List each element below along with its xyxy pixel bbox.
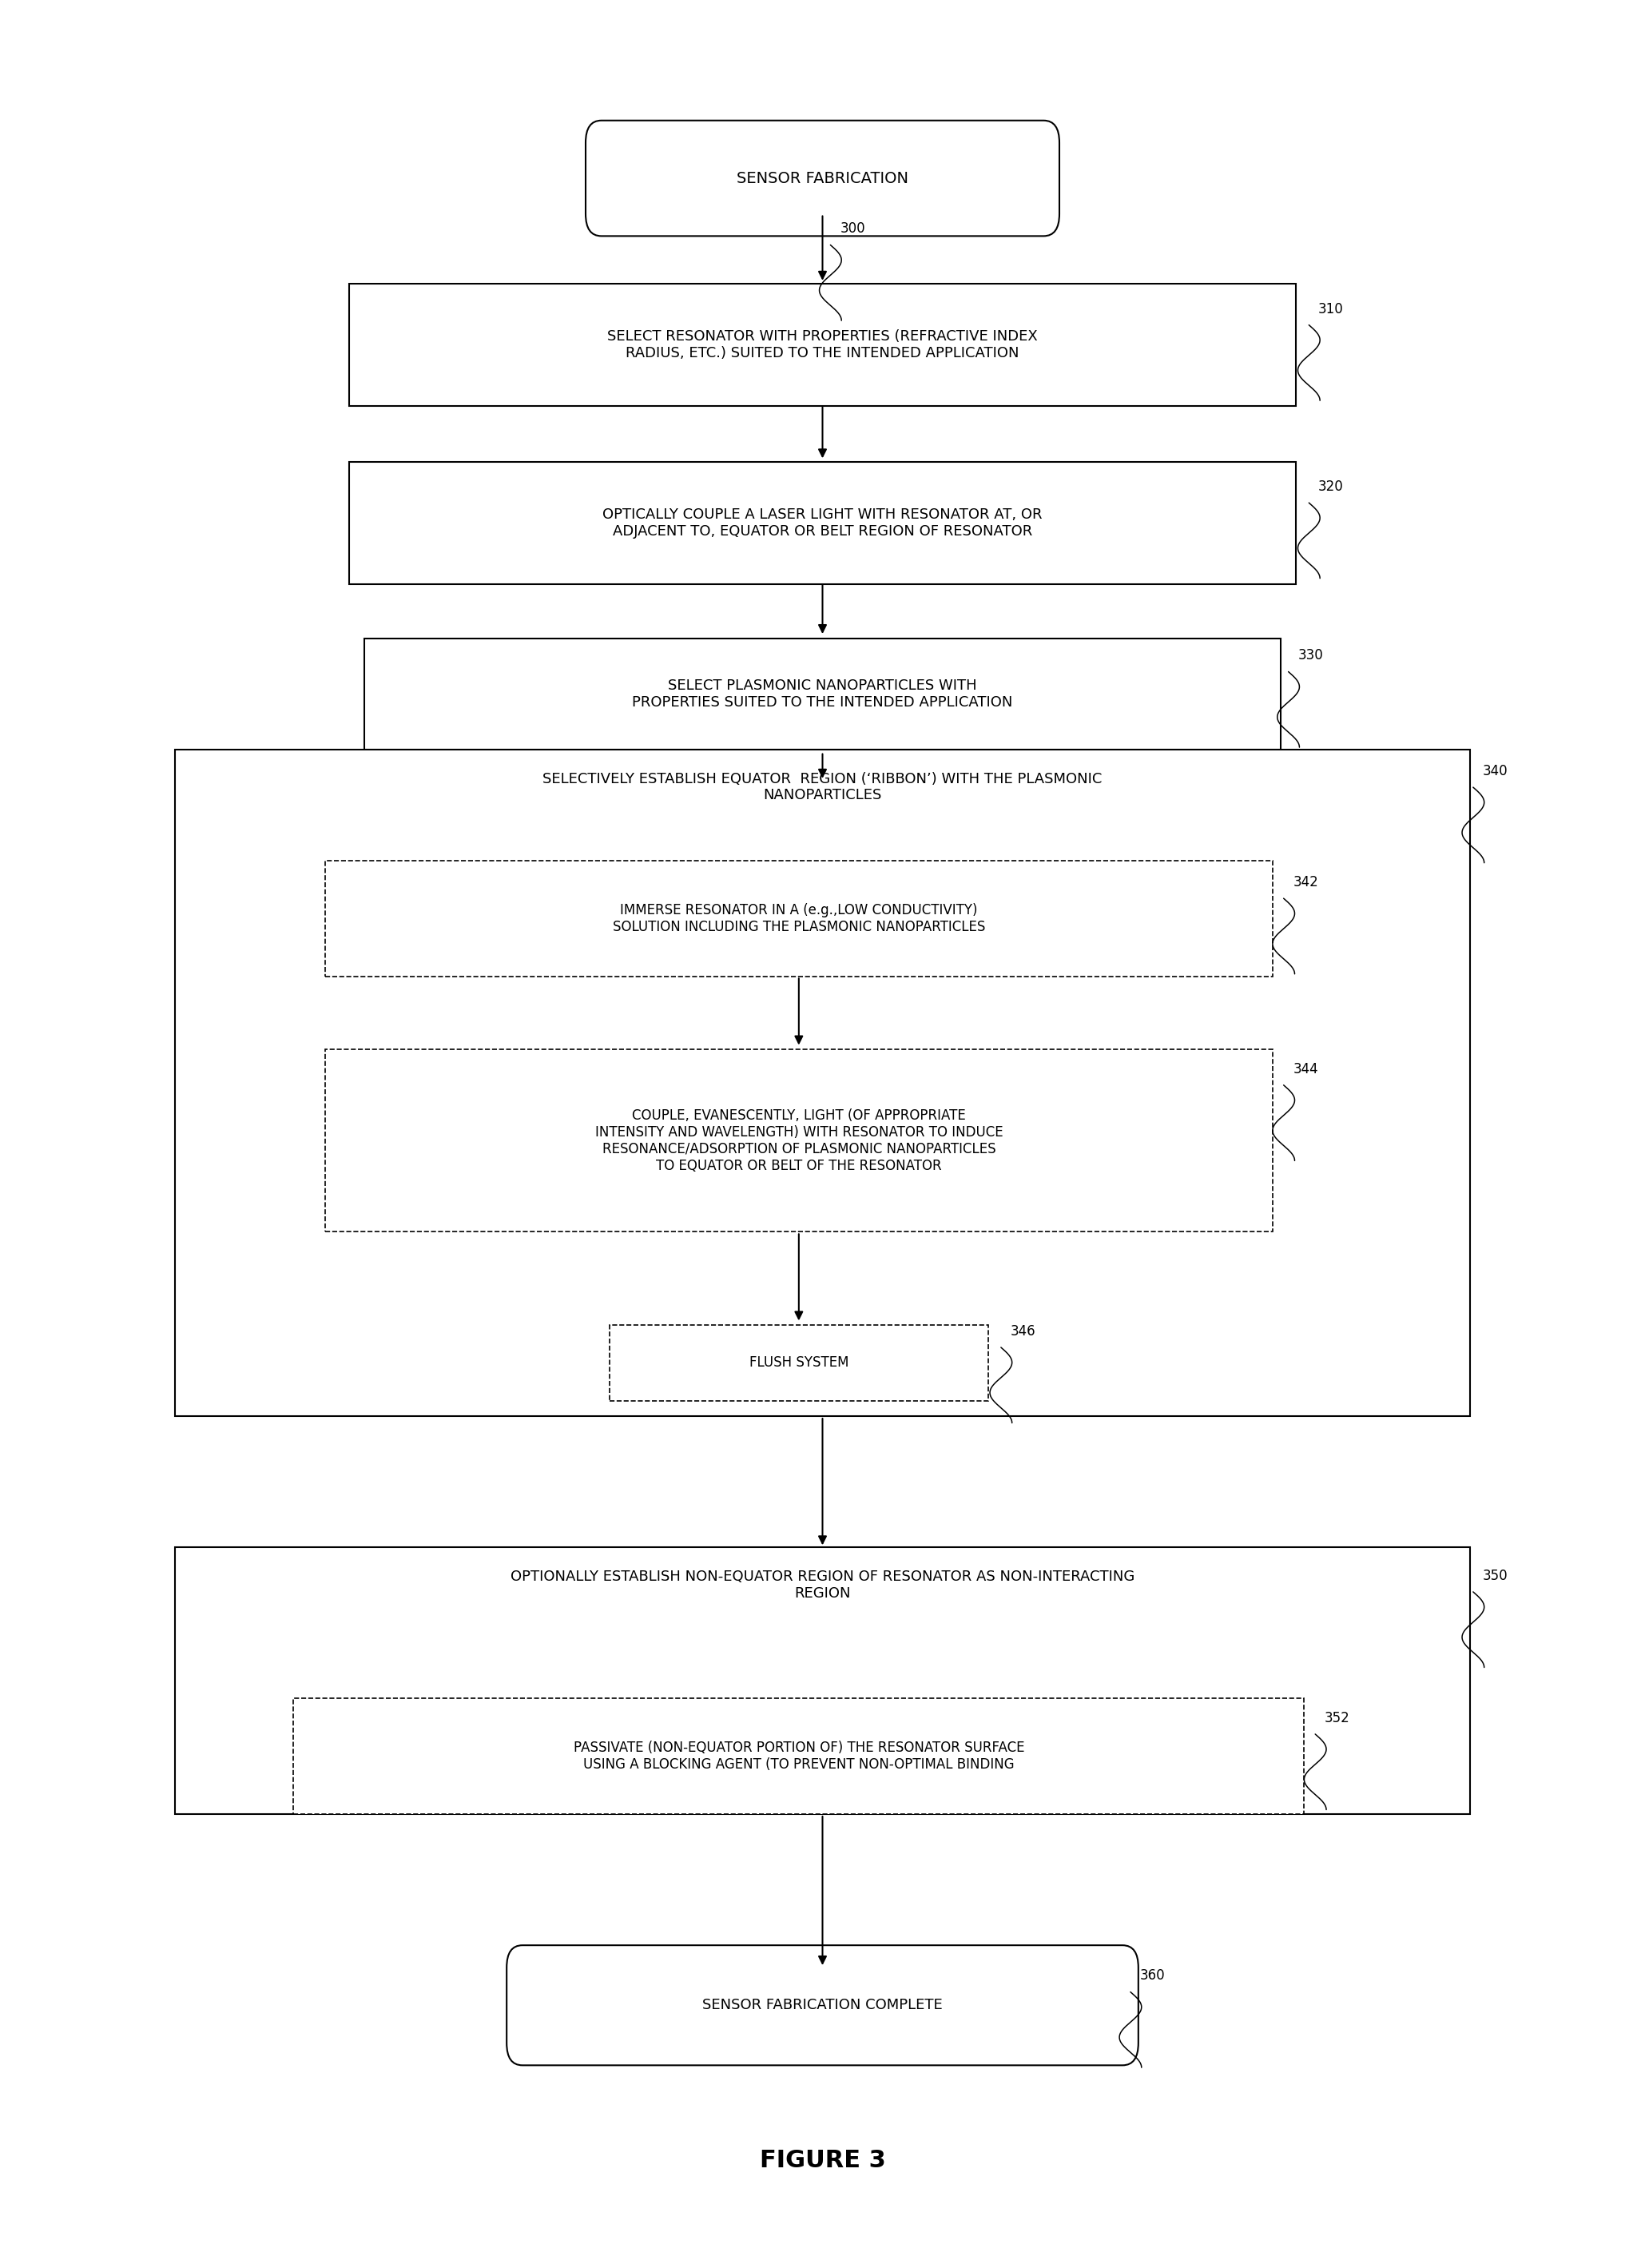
Bar: [293, 1699, 1304, 1814]
Bar: [609, 1325, 989, 1402]
Text: 320: 320: [1318, 479, 1344, 494]
Text: 360: 360: [1140, 1969, 1165, 1982]
Text: 352: 352: [1324, 1710, 1351, 1726]
Text: PASSIVATE (NON-EQUATOR PORTION OF) THE RESONATOR SURFACE
USING A BLOCKING AGENT : PASSIVATE (NON-EQUATOR PORTION OF) THE R…: [574, 1742, 1025, 1771]
FancyBboxPatch shape: [507, 1946, 1138, 2066]
Text: 342: 342: [1293, 875, 1319, 889]
Text: SENSOR FABRICATION: SENSOR FABRICATION: [737, 170, 908, 186]
Text: 310: 310: [1318, 302, 1344, 315]
Bar: [326, 860, 1273, 975]
Text: 350: 350: [1482, 1569, 1508, 1583]
FancyBboxPatch shape: [586, 120, 1059, 236]
Text: SELECT RESONATOR WITH PROPERTIES (REFRACTIVE INDEX
RADIUS, ETC.) SUITED TO THE I: SELECT RESONATOR WITH PROPERTIES (REFRAC…: [607, 329, 1038, 361]
Text: 300: 300: [841, 222, 865, 236]
Text: IMMERSE RESONATOR IN A (e.g.,LOW CONDUCTIVITY)
SOLUTION INCLUDING THE PLASMONIC : IMMERSE RESONATOR IN A (e.g.,LOW CONDUCT…: [612, 903, 985, 934]
Text: 340: 340: [1482, 764, 1508, 778]
Text: FIGURE 3: FIGURE 3: [760, 2150, 885, 2173]
Bar: [174, 748, 1471, 1415]
Text: OPTICALLY COUPLE A LASER LIGHT WITH RESONATOR AT, OR
ADJACENT TO, EQUATOR OR BEL: OPTICALLY COUPLE A LASER LIGHT WITH RESO…: [602, 508, 1043, 538]
Bar: [349, 284, 1296, 406]
Text: COUPLE, EVANESCENTLY, LIGHT (OF APPROPRIATE
INTENSITY AND WAVELENGTH) WITH RESON: COUPLE, EVANESCENTLY, LIGHT (OF APPROPRI…: [595, 1109, 1003, 1173]
Text: 346: 346: [1010, 1325, 1036, 1338]
Text: SENSOR FABRICATION COMPLETE: SENSOR FABRICATION COMPLETE: [702, 1998, 943, 2012]
Bar: [365, 637, 1280, 748]
Text: SELECT PLASMONIC NANOPARTICLES WITH
PROPERTIES SUITED TO THE INTENDED APPLICATIO: SELECT PLASMONIC NANOPARTICLES WITH PROP…: [632, 678, 1013, 710]
Bar: [174, 1547, 1471, 1814]
Bar: [349, 463, 1296, 583]
Text: 344: 344: [1293, 1061, 1318, 1077]
Text: FLUSH SYSTEM: FLUSH SYSTEM: [748, 1356, 849, 1370]
Text: OPTIONALLY ESTABLISH NON-EQUATOR REGION OF RESONATOR AS NON-INTERACTING
REGION: OPTIONALLY ESTABLISH NON-EQUATOR REGION …: [510, 1569, 1135, 1601]
Text: SELECTIVELY ESTABLISH EQUATOR  REGION (‘RIBBON’) WITH THE PLASMONIC
NANOPARTICLE: SELECTIVELY ESTABLISH EQUATOR REGION (‘R…: [543, 771, 1102, 803]
Bar: [326, 1050, 1273, 1232]
Text: 330: 330: [1298, 649, 1323, 662]
